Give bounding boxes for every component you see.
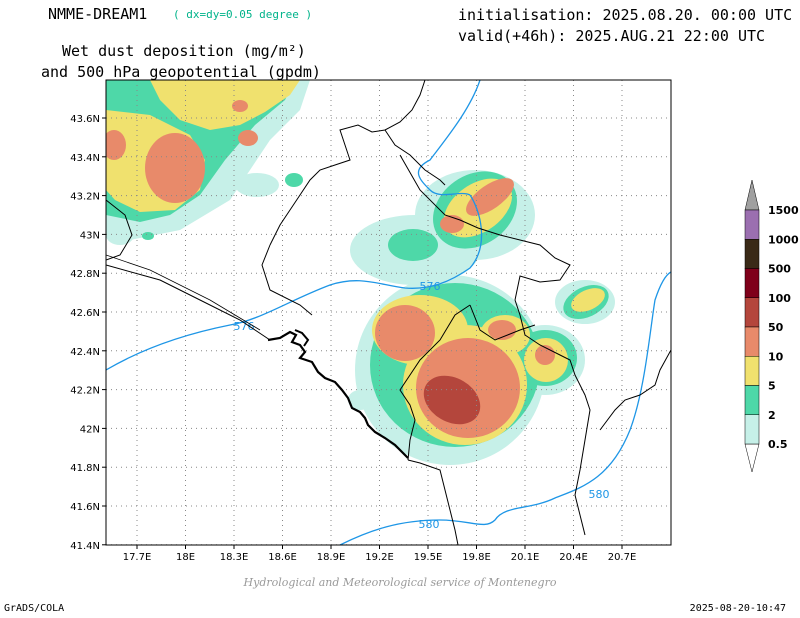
contour-label: 580 [589,488,610,501]
contour-label: 580 [419,518,440,531]
colorbar-legend: 1500 1000 500 100 50 10 5 2 0.5 [744,179,799,473]
colorbar-level-label: 100 [768,292,791,305]
colorbar-level-label: 5 [768,380,776,393]
lon-tick-label: 18.6E [268,552,297,563]
product-title-line2: and 500 hPa geopotential (gpdm) [41,63,321,81]
colorbar-level-label: 2 [768,409,776,422]
lat-tick-label: 43N [80,230,100,241]
colorbar-level-label: 500 [768,263,791,276]
colorbar-box [744,209,760,240]
colorbar-box [744,414,760,445]
country-borders [106,80,671,545]
lat-tick-label: 41.6N [70,502,100,513]
lon-tick-label: 18E [176,552,195,563]
lat-tick-label: 42.8N [70,269,100,280]
product-title-line1: Wet dust deposition (mg/m²) [62,42,306,60]
contour-label: 576 [234,320,255,333]
lat-tick-label: 42N [80,424,100,435]
lon-tick-label: 17.7E [123,552,152,563]
credit-line: Hydrological and Meteorological service … [243,576,557,589]
colorbar-box [744,385,760,415]
lon-tick-label: 20.1E [511,552,540,563]
colorbar-level-label: 10 [768,350,784,363]
initialisation-time: initialisation: 2025.08.20. 00:00 UTC [458,6,793,24]
lat-tick-label: 42.4N [70,347,100,358]
footer-software: GrADS/COLA [4,603,65,614]
footer-timestamp: 2025-08-20-10:47 [689,603,786,614]
lat-tick-label: 43.4N [70,153,100,164]
colorbar-box [744,356,760,386]
colorbar-box [744,297,760,328]
colorbar-level-label: 0.5 [768,438,788,451]
colorbar-box [744,268,760,298]
colorbar-box [744,326,760,357]
valid-time: valid(+46h): 2025.AUG.21 22:00 UTC [458,27,766,45]
lon-tick-label: 19.5E [414,552,443,563]
colorbar-bottom-arrow [744,443,760,473]
lat-tick-label: 41.4N [70,541,100,552]
lon-tick-label: 18.3E [220,552,249,563]
lon-tick-label: 20.7E [608,552,637,563]
longitude-axis: 17.7E 18E 18.3E 18.6E 18.9E 19.2E 19.5E 19.8E 20… [123,545,637,563]
model-title: NMME-DREAM1 [48,5,148,23]
lon-tick-label: 18.9E [317,552,346,563]
lat-tick-label: 42.2N [70,386,100,397]
colorbar-level-label: 1500 [768,204,799,217]
colorbar-level-label: 50 [768,321,784,334]
lon-tick-label: 19.8E [462,552,491,563]
dust-deposition-field [106,80,615,465]
resolution-label: ( dx=dy=0.05 degree ) [173,8,313,21]
contour-label: 576 [420,280,441,293]
geopotential-contours [106,80,671,545]
colorbar-level-label: 1000 [768,233,799,246]
colorbar-top-arrow [744,179,760,211]
lon-tick-label: 20.4E [559,552,588,563]
lat-tick-label: 43.6N [70,114,100,125]
lat-tick-label: 43.2N [70,192,100,203]
lat-tick-label: 41.8N [70,463,100,474]
colorbar-box [744,239,760,269]
lat-tick-label: 42.6N [70,308,100,319]
lon-tick-label: 19.2E [365,552,394,563]
latitude-axis: 43.6N 43.4N 43.2N 43N 42.8N 42.6N 42.4N 42.2N 42… [70,114,106,552]
